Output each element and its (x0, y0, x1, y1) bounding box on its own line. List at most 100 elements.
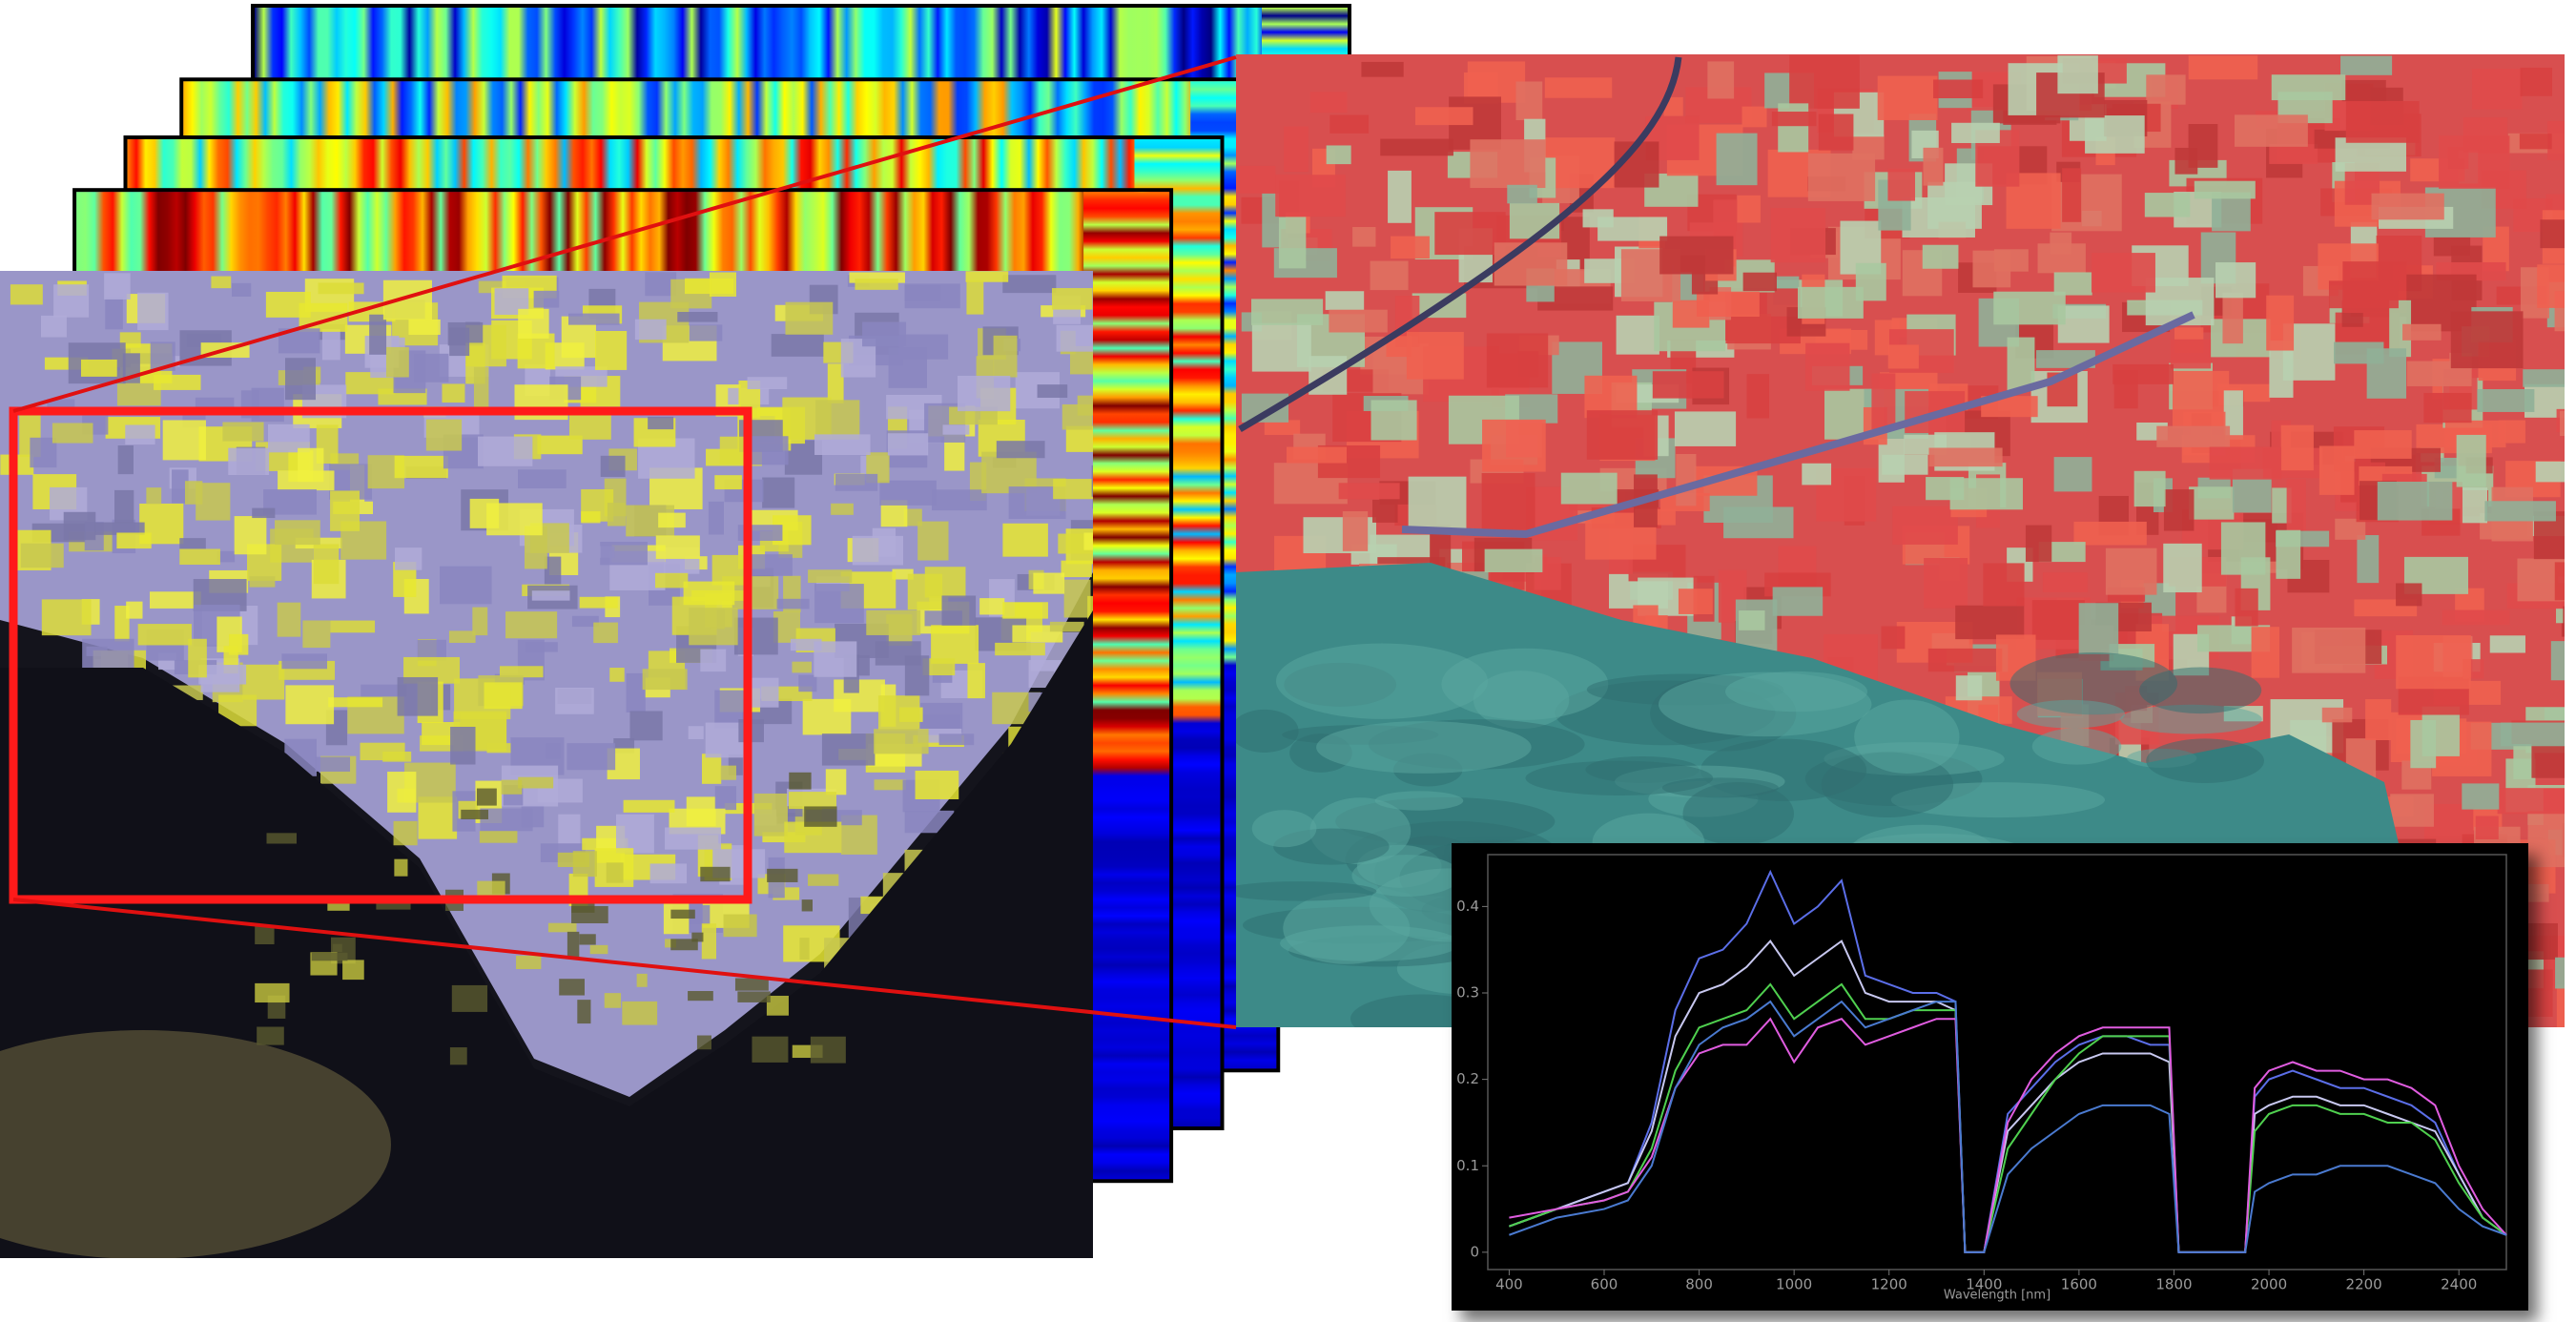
field (80, 359, 117, 377)
field (683, 581, 735, 606)
lagoon (723, 914, 757, 938)
field (623, 799, 675, 813)
field (2209, 446, 2282, 480)
field (2272, 487, 2292, 524)
field (762, 832, 806, 843)
field (892, 568, 914, 580)
water-swirl (2120, 704, 2262, 734)
lagoon (572, 851, 597, 878)
water-swirl (1316, 721, 1532, 774)
y-tick-label: 0.2 (1456, 1070, 1479, 1087)
lagoon (332, 943, 342, 953)
field (30, 437, 57, 468)
field (125, 424, 155, 445)
field (484, 682, 523, 710)
field (665, 827, 722, 850)
field (2215, 262, 2257, 299)
field (1251, 322, 1311, 372)
field (526, 642, 558, 652)
x-tick-label: 800 (1685, 1276, 1713, 1293)
field (449, 327, 470, 357)
field (581, 511, 601, 524)
field (2527, 811, 2565, 868)
field (114, 606, 130, 642)
field (907, 573, 943, 610)
field (397, 676, 439, 716)
field (330, 620, 376, 633)
field (648, 416, 674, 430)
lagoon (767, 868, 798, 882)
field (2222, 292, 2243, 344)
field (198, 665, 247, 685)
lagoon (342, 960, 364, 981)
field (784, 821, 842, 854)
field (788, 792, 836, 810)
field (2556, 408, 2565, 433)
field (1676, 453, 1697, 506)
field (655, 572, 689, 589)
field (877, 695, 920, 731)
field (1264, 420, 1301, 436)
lagoon (696, 1035, 711, 1050)
field (2535, 461, 2565, 483)
field (450, 726, 476, 765)
spectrum-line (1509, 1000, 2507, 1253)
field (2057, 305, 2110, 343)
field (480, 808, 533, 832)
lagoon (255, 926, 275, 945)
field (2043, 572, 2088, 592)
water-swirl (1724, 671, 1868, 713)
field (1329, 114, 1370, 134)
field (105, 297, 123, 330)
x-tick-label: 2400 (2441, 1276, 2477, 1293)
field (1716, 133, 1758, 186)
field (2517, 558, 2565, 602)
field (942, 424, 970, 435)
field (328, 697, 383, 708)
field (1597, 217, 1668, 241)
field (931, 489, 987, 511)
field (2133, 470, 2166, 507)
field (2050, 232, 2072, 255)
field (2062, 168, 2082, 222)
field (852, 535, 904, 566)
field (137, 292, 169, 331)
field (966, 279, 984, 315)
field (1802, 463, 1832, 485)
lagoon (799, 938, 810, 961)
field (179, 548, 220, 566)
field (821, 733, 876, 766)
field (1329, 309, 1388, 333)
field (753, 793, 788, 837)
field (965, 271, 1009, 282)
field (10, 284, 43, 305)
field (1993, 291, 2066, 325)
field (63, 511, 96, 541)
field (2456, 434, 2486, 487)
field (2234, 114, 2308, 147)
field (2556, 983, 2565, 1027)
field (1737, 195, 1761, 223)
field (2105, 547, 2157, 595)
x-tick-label: 1600 (2061, 1276, 2097, 1293)
field (979, 598, 1005, 615)
field (2550, 641, 2565, 681)
field (903, 508, 922, 527)
field (1002, 275, 1057, 294)
field (790, 638, 822, 651)
field (2321, 707, 2353, 723)
field (1723, 506, 1794, 539)
field (1746, 374, 1770, 419)
field (776, 598, 810, 609)
field (2377, 482, 2453, 521)
field (2560, 410, 2565, 436)
field (2556, 608, 2565, 624)
lagoon (501, 779, 523, 795)
field (2335, 137, 2406, 172)
field (2520, 67, 2553, 96)
field (2523, 369, 2565, 387)
field (1871, 373, 1896, 430)
field (2286, 479, 2306, 531)
field (1309, 92, 1348, 114)
field (1544, 77, 1613, 98)
